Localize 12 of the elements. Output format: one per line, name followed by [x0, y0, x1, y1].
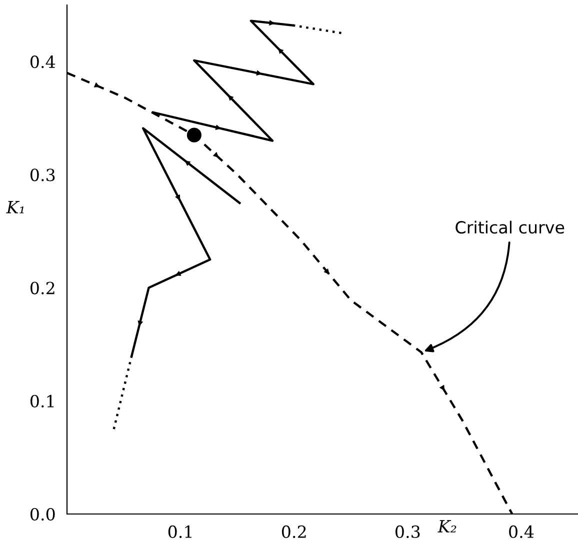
- annotation: Critical curve: [456, 220, 564, 234]
- y-tick-label: 0.0: [30, 508, 55, 521]
- y-tick-label: 0.4: [30, 56, 56, 68]
- y-tick-label: 0.2: [30, 282, 54, 294]
- x-tick-label: 0.4: [509, 525, 534, 538]
- x-tick-label: 0.3: [396, 525, 420, 538]
- x-axis-title: K₂: [438, 520, 456, 532]
- x-tick-label: 0.1: [168, 525, 192, 538]
- y-tick-label: 0.3: [30, 168, 55, 182]
- y-axis-title: K₁: [6, 201, 24, 214]
- y-tick-label: 0.1: [30, 394, 54, 408]
- x-tick-label: 0.2: [282, 525, 306, 538]
